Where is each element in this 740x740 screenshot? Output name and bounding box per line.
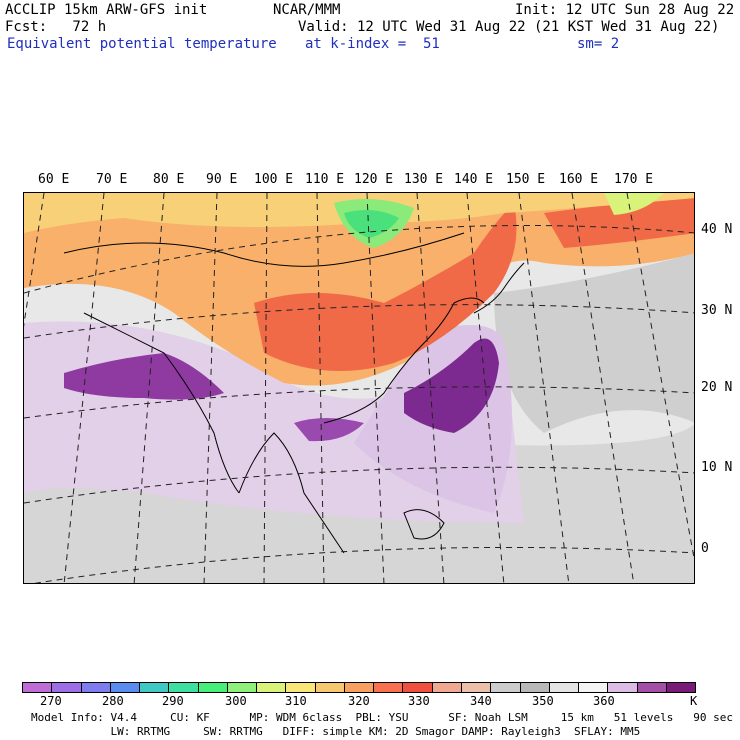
model-title: ACCLIP 15km ARW-GFS init [5,2,208,18]
grid-lat-10 [24,466,694,504]
colorbar-unit: K [690,694,698,708]
model-info-line1: Model Info: V4.4 CU: KF MP: WDM 6class P… [31,711,733,724]
valid-time: Valid: 12 UTC Wed 31 Aug 22 (21 KST Wed … [298,19,720,35]
colorbar-label: 340 [470,694,492,708]
purple-pacific [404,338,499,433]
lat-label: 30 N [701,303,733,318]
yellow-pocket-east [604,193,664,215]
red-band-north-pacific [544,193,694,248]
colorbar-label: 280 [102,694,124,708]
lat-label: 20 N [701,380,733,395]
theta-e-map [23,192,695,584]
lon-label: 160 E [559,172,599,187]
lon-label: 60 E [38,172,70,187]
smoothing: sm= 2 [577,36,620,52]
lon-label: 110 E [305,172,345,187]
colorbar-swatch [315,683,345,692]
colorbar-label: 330 [408,694,430,708]
colorbar-swatch [257,683,287,692]
colorbar-label: 300 [225,694,247,708]
colorbar-swatch [140,683,170,692]
colorbar-swatch [81,683,111,692]
map-canvas [24,193,694,583]
colorbar-label: 350 [532,694,554,708]
institution: NCAR/MMM [273,2,341,18]
purple-india [64,353,224,400]
colorbar-swatch [520,683,550,692]
lat-label: 10 N [701,460,733,475]
colorbar-swatch [491,683,521,692]
colorbar-swatch [549,683,580,692]
colorbar-swatch [110,683,141,692]
orange-band [24,193,694,386]
coastline-japan [473,262,525,314]
lon-label: 120 E [354,172,394,187]
lon-label: 90 E [206,172,238,187]
grid-lat-0 [33,546,694,583]
colorbar-swatch [461,683,492,692]
colorbar-swatch [608,683,638,692]
coastline-china [323,297,485,424]
grid-lat-30 [24,304,694,339]
lon-label: 140 E [454,172,494,187]
colorbar-swatch [403,683,433,692]
init-time: Init: 12 UTC Sun 28 Aug 22 [515,2,735,18]
lon-label: 100 E [254,172,294,187]
border-line [63,232,465,267]
grey-band-pacific [494,253,694,433]
colorbar-swatch [198,683,228,692]
grid-lat-20 [24,386,694,419]
lon-label: 80 E [153,172,185,187]
model-info-line2: LW: RRTMG SW: RRTMG DIFF: simple KM: 2D … [31,725,641,738]
colorbar-swatch [286,683,316,692]
colorbar-swatch [637,683,667,692]
lon-label: 170 E [614,172,654,187]
forecast-hour: Fcst: 72 h [5,19,107,35]
coastline-indochina [238,432,345,554]
level-index: at k-index = 51 [305,36,440,52]
colorbar-label: 320 [348,694,370,708]
colorbar-label: 270 [40,694,62,708]
colorbar-label: 310 [285,694,307,708]
longitude-labels: 60 E 70 E 80 E 90 E 100 E 110 E 120 E 13… [0,172,740,188]
colorbar-swatch [344,683,375,692]
grid-lon [24,193,45,327]
colorbar-swatch [374,683,404,692]
colorbar [22,682,696,693]
colorbar-swatch [666,683,696,692]
grid-lon [626,193,694,561]
lat-label: 40 N [701,222,733,237]
graticule [24,193,694,583]
purple-scs [294,418,364,442]
field-name: Equivalent potential temperature [7,36,277,52]
grid-lon [571,193,635,583]
coastline-philippines [403,509,445,540]
colorbar-swatch [169,683,199,692]
colorbar-swatch [227,683,258,692]
colorbar-swatch [432,683,462,692]
lon-label: 130 E [404,172,444,187]
lat-label: 0 [701,541,709,556]
colorbar-label: 290 [162,694,184,708]
lon-label: 150 E [506,172,546,187]
coastline-india [83,312,240,494]
colorbar-swatch [52,683,82,692]
colorbar-swatch [579,683,609,692]
colorbar-label: 360 [593,694,615,708]
lon-label: 70 E [96,172,128,187]
colorbar-swatch [23,683,53,692]
